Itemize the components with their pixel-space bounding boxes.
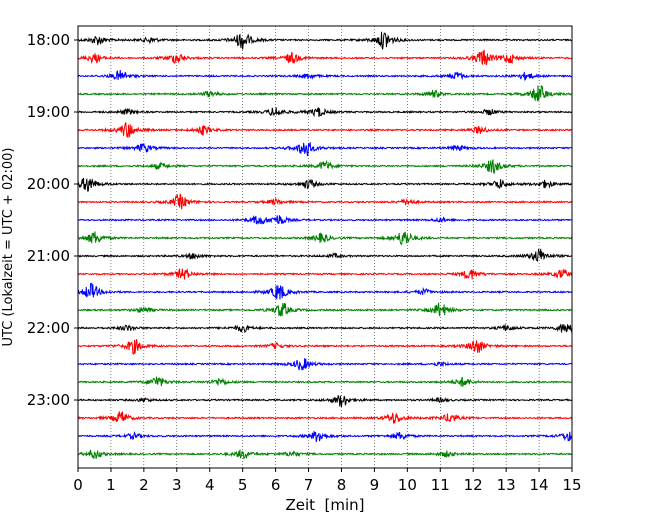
- x-tick-label-8: 8: [337, 476, 347, 494]
- x-grid: [110, 26, 540, 468]
- y-tick-label-4: 22:00: [27, 319, 70, 337]
- plot-frame: [77, 25, 573, 469]
- trace-2000: [77, 177, 573, 192]
- trace-1900: [77, 107, 573, 118]
- x-tick-label-0: 0: [73, 476, 83, 494]
- trace-2130: [77, 282, 573, 300]
- x-tick-label-6: 6: [271, 476, 281, 494]
- y-tick-label-0: 18:00: [27, 31, 70, 49]
- trace-2015: [77, 193, 573, 210]
- trace-2045: [77, 231, 573, 246]
- x-tick-label-9: 9: [370, 476, 380, 494]
- x-tick-label-5: 5: [238, 476, 248, 494]
- trace-1800: [77, 31, 573, 50]
- x-tick-label-11: 11: [431, 476, 450, 494]
- seismogram-traces: [77, 31, 573, 460]
- x-tick-label-14: 14: [530, 476, 549, 494]
- trace-2100: [77, 248, 573, 263]
- x-tick-label-4: 4: [205, 476, 215, 494]
- y-tick-label-2: 20:00: [27, 175, 70, 193]
- trace-1815: [77, 49, 573, 66]
- trace-2115: [77, 267, 573, 280]
- trace-1915: [77, 122, 573, 138]
- y-tick-label-1: 19:00: [27, 103, 70, 121]
- x-axis-label: Zeit [min]: [285, 496, 364, 514]
- x-tick-label-10: 10: [398, 476, 417, 494]
- trace-2345: [77, 449, 573, 460]
- x-tick-label-1: 1: [106, 476, 116, 494]
- y-axis-label: UTC (Lokalzeit = UTC + 02:00): [1, 148, 16, 347]
- x-tick-label-3: 3: [172, 476, 182, 494]
- trace-2145: [77, 302, 573, 317]
- x-axis: 0 1 2 3 4 5 6 7 8 9 10 11 12 13 14 15: [73, 468, 582, 494]
- x-tick-label-7: 7: [304, 476, 314, 494]
- trace-2200: [77, 323, 573, 334]
- trace-1845: [77, 84, 573, 102]
- y-tick-label-5: 23:00: [27, 391, 70, 409]
- trace-1930: [77, 142, 573, 157]
- trace-1830: [77, 69, 573, 81]
- y-axis: 18:00 19:00 20:00 21:00 22:00 23:00: [27, 31, 78, 409]
- trace-1945: [77, 159, 573, 174]
- x-tick-label-12: 12: [464, 476, 483, 494]
- x-tick-label-15: 15: [562, 476, 581, 494]
- x-tick-label-13: 13: [497, 476, 516, 494]
- y-tick-label-3: 21:00: [27, 247, 70, 265]
- trace-2330: [77, 431, 573, 443]
- trace-2315: [77, 411, 573, 424]
- trace-2230: [77, 358, 573, 371]
- x-tick-label-2: 2: [139, 476, 149, 494]
- trace-2245: [77, 375, 573, 387]
- trace-2215: [77, 339, 573, 355]
- trace-2030: [77, 214, 573, 225]
- trace-2300: [77, 395, 573, 407]
